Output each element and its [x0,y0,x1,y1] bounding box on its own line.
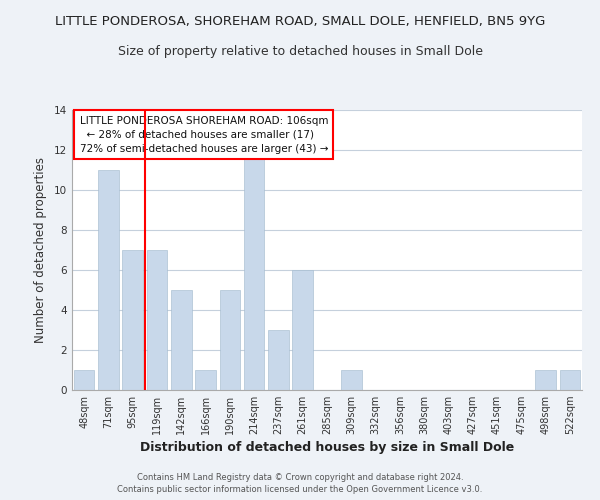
Bar [560,370,580,390]
Bar [122,250,143,390]
X-axis label: Distribution of detached houses by size in Small Dole: Distribution of detached houses by size … [140,442,514,454]
Text: LITTLE PONDEROSA, SHOREHAM ROAD, SMALL DOLE, HENFIELD, BN5 9YG: LITTLE PONDEROSA, SHOREHAM ROAD, SMALL D… [55,15,545,28]
Bar [98,170,119,390]
Bar [74,370,94,390]
Bar [535,370,556,390]
Text: Contains public sector information licensed under the Open Government Licence v3: Contains public sector information licen… [118,485,482,494]
Bar [220,290,240,390]
Bar [195,370,216,390]
Bar [146,250,167,390]
Text: Contains HM Land Registry data © Crown copyright and database right 2024.: Contains HM Land Registry data © Crown c… [137,472,463,482]
Bar [292,270,313,390]
Bar [268,330,289,390]
Text: Size of property relative to detached houses in Small Dole: Size of property relative to detached ho… [118,45,482,58]
Bar [244,150,265,390]
Text: LITTLE PONDEROSA SHOREHAM ROAD: 106sqm
  ← 28% of detached houses are smaller (1: LITTLE PONDEROSA SHOREHAM ROAD: 106sqm ←… [80,116,328,154]
Bar [171,290,191,390]
Y-axis label: Number of detached properties: Number of detached properties [34,157,47,343]
Bar [341,370,362,390]
